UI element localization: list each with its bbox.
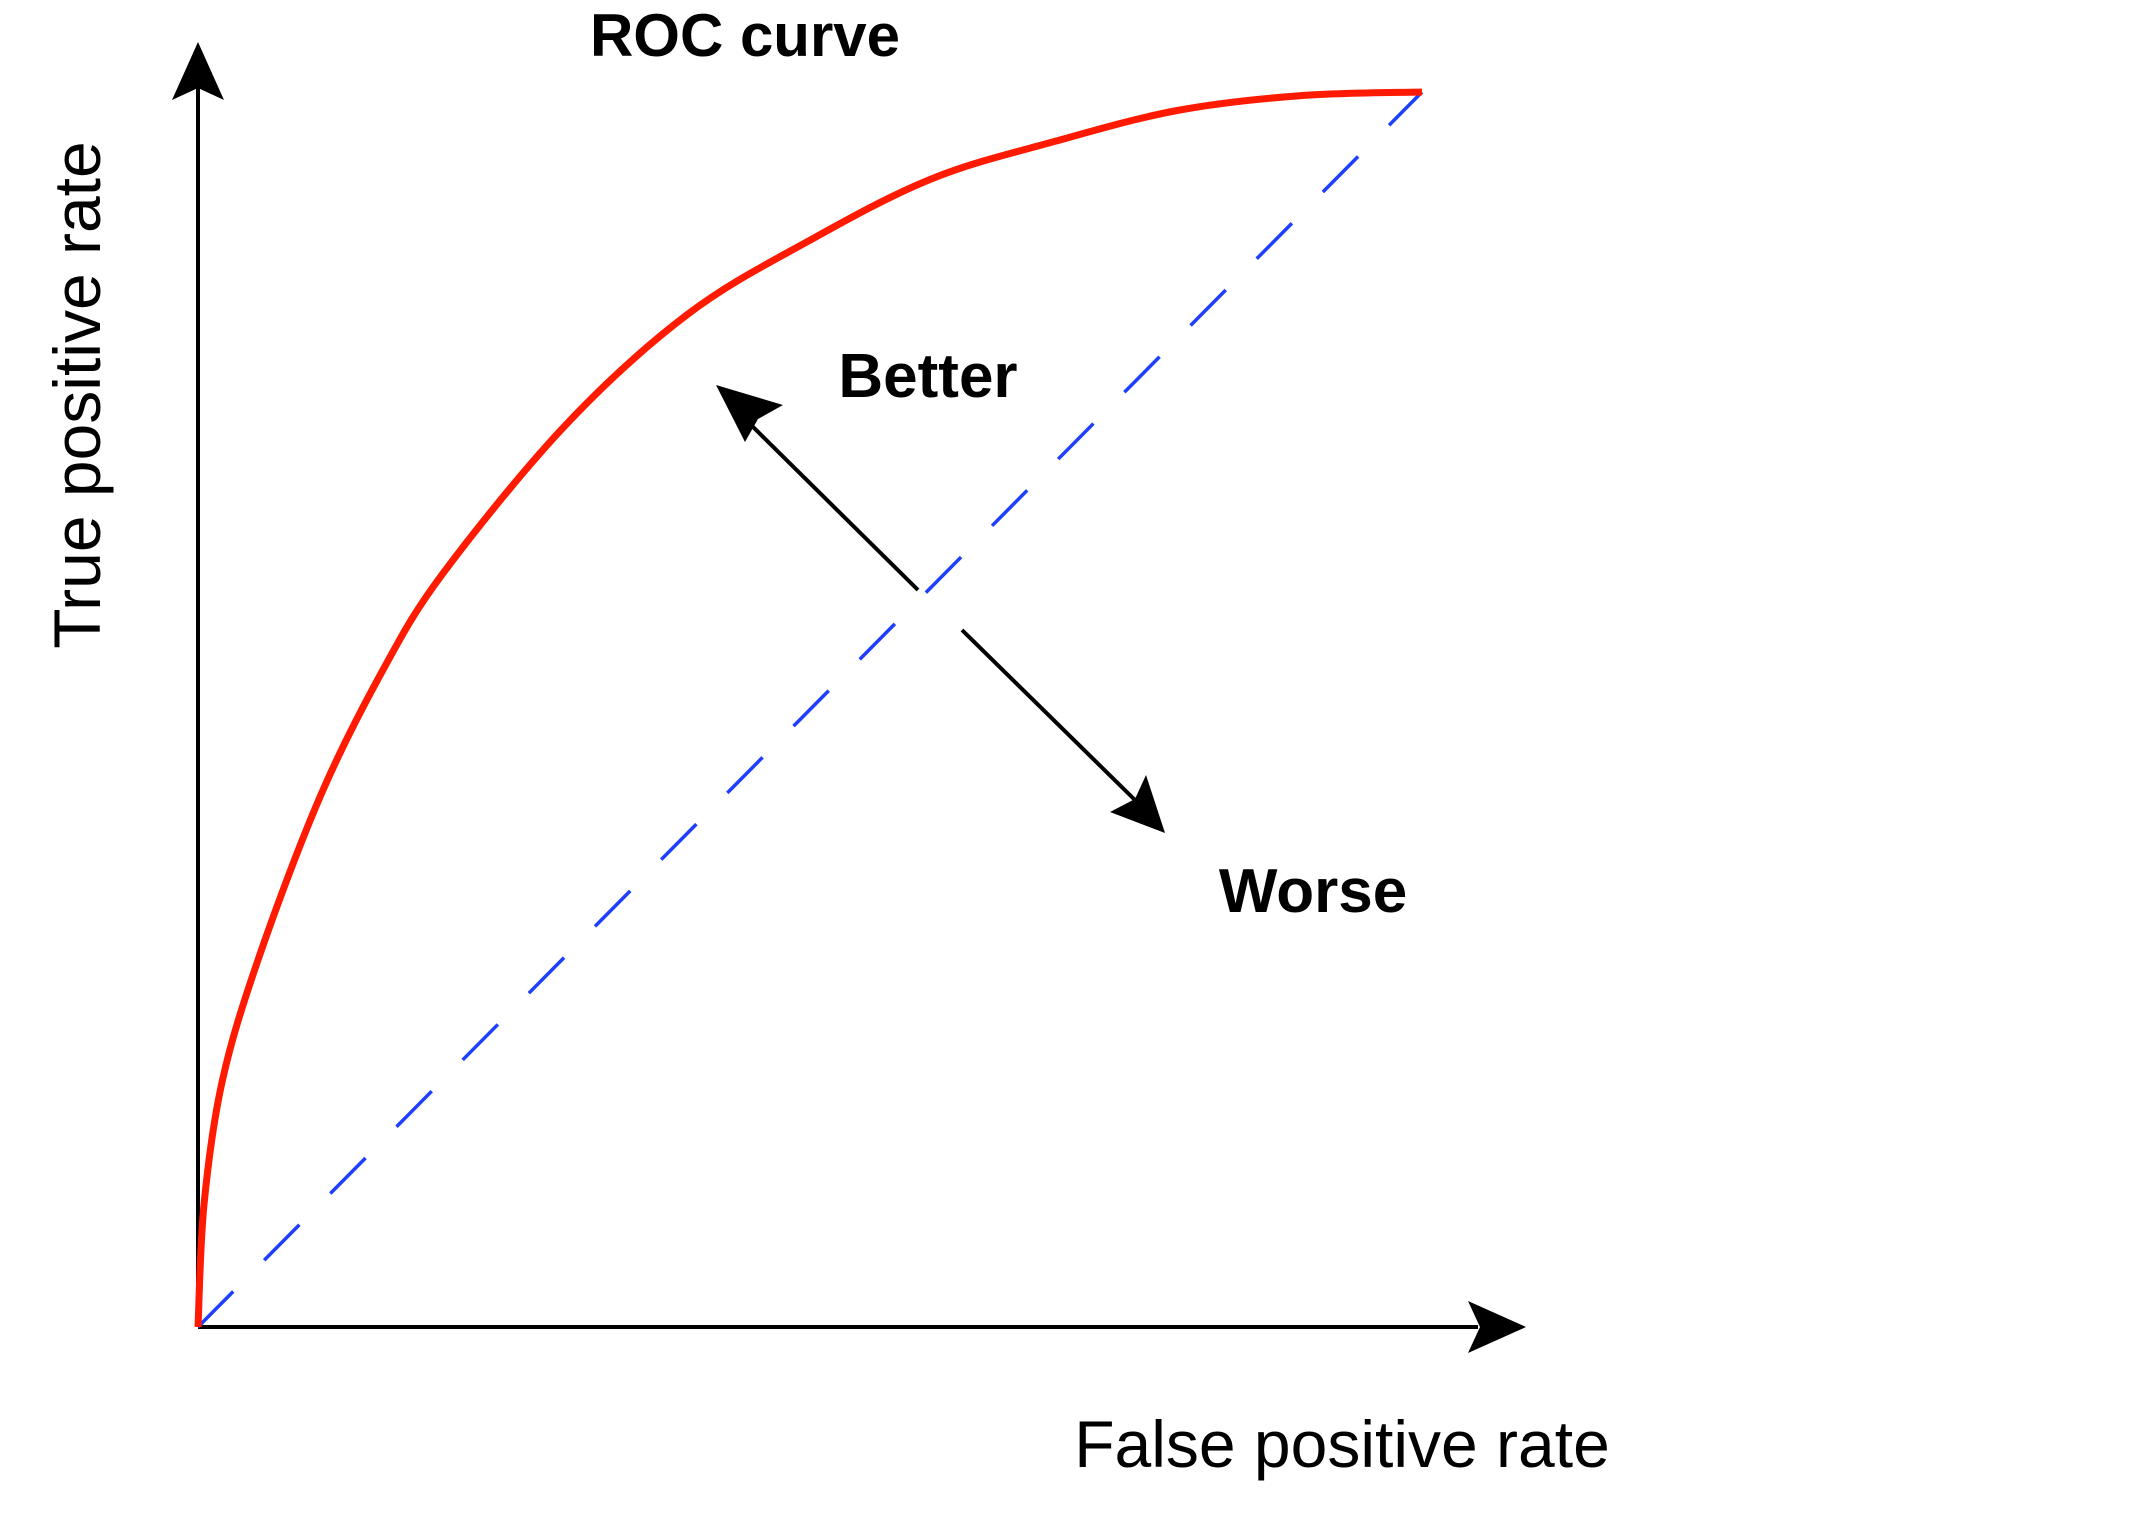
chart-title: ROC curve: [590, 2, 900, 69]
x-axis-arrowhead: [1468, 1301, 1526, 1353]
worse-label: Worse: [1219, 857, 1407, 926]
y-axis-arrowhead: [172, 42, 224, 100]
better-label: Better: [838, 342, 1017, 411]
better-arrow-shaft: [741, 415, 920, 592]
roc-curve-line: [194, 88, 1423, 1328]
y-axis-label: True positive rate: [40, 141, 114, 648]
x-axis-label: False positive rate: [1074, 1407, 1610, 1481]
worse-arrow-head: [1110, 775, 1165, 833]
better-arrow-head: [716, 385, 783, 442]
random-classifier-diagonal-line: [196, 90, 1424, 1329]
worse-arrow-shaft: [960, 628, 1139, 804]
